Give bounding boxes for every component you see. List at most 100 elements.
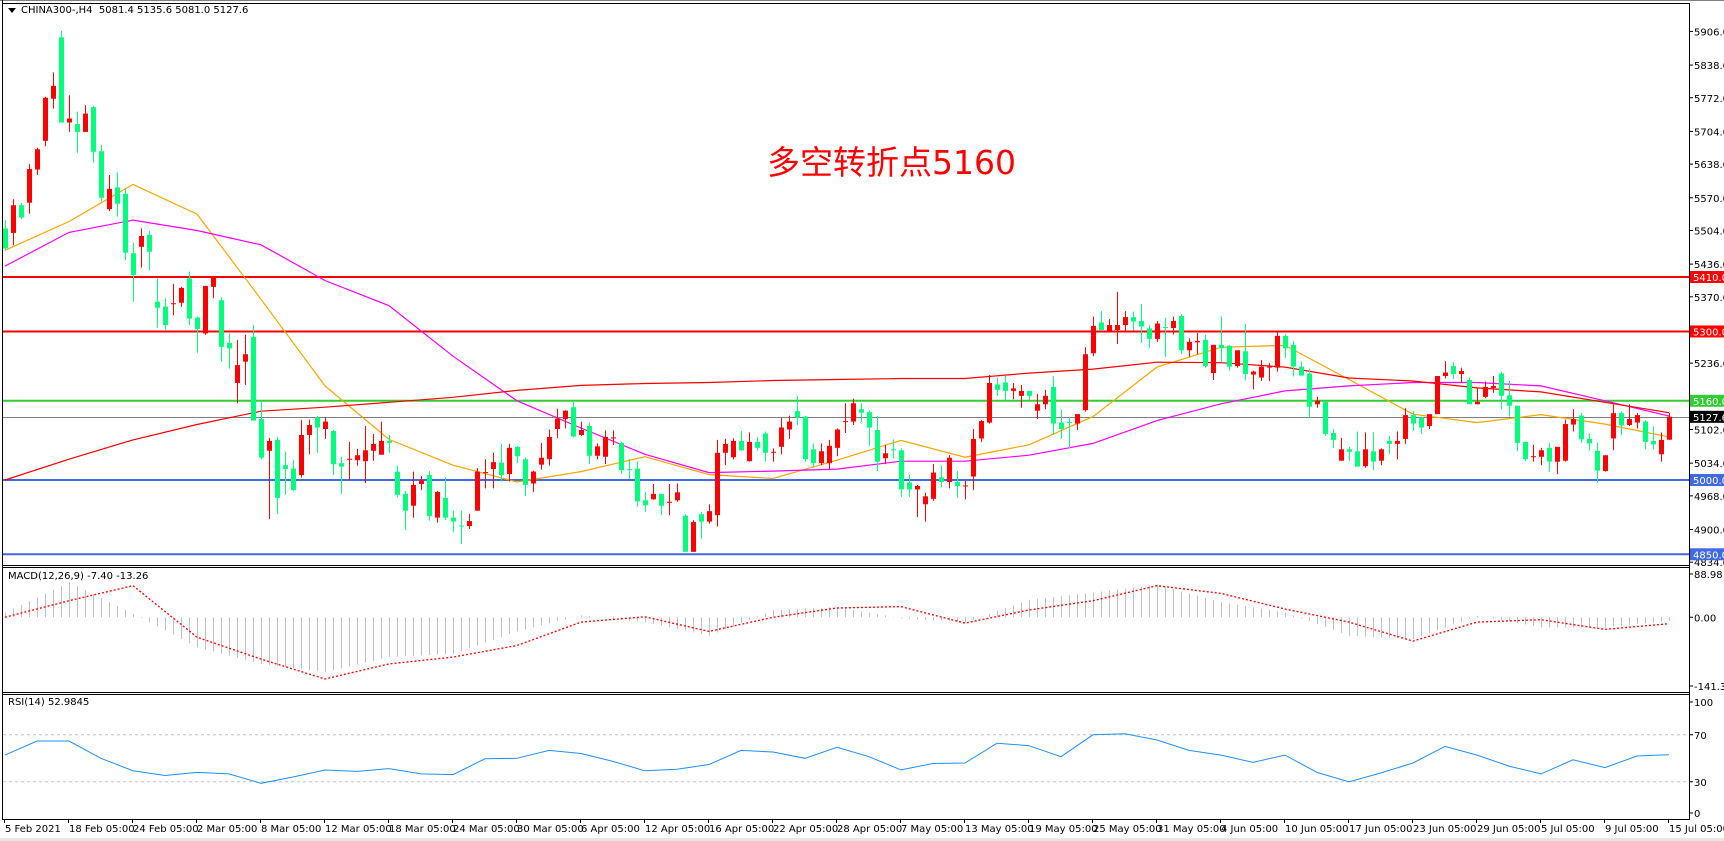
candle xyxy=(1499,371,1504,410)
candle xyxy=(691,520,696,552)
candle-body xyxy=(1227,345,1232,367)
candle-body xyxy=(259,419,264,458)
candle xyxy=(1395,431,1400,460)
candle xyxy=(131,242,136,302)
candle xyxy=(1219,316,1224,362)
candle xyxy=(1539,447,1544,466)
candle xyxy=(11,199,16,246)
candle xyxy=(1659,432,1664,462)
candle-body xyxy=(35,149,40,170)
candle-body xyxy=(491,462,496,470)
candle-body xyxy=(915,485,920,490)
candle xyxy=(955,471,960,498)
time-tick-label: 24 Mar 05:00 xyxy=(453,824,520,835)
candle-body xyxy=(619,442,624,471)
candle xyxy=(219,297,224,362)
candle-body xyxy=(139,235,144,247)
candle xyxy=(683,514,688,552)
candle xyxy=(227,333,232,369)
candle xyxy=(1187,338,1192,357)
candle-body xyxy=(507,447,512,475)
dropdown-triangle-icon[interactable] xyxy=(8,7,16,13)
candle xyxy=(1307,368,1312,418)
candle xyxy=(531,470,536,492)
candle-body xyxy=(763,433,768,453)
time-tick-label: 7 May 05:00 xyxy=(901,824,963,835)
candle-body xyxy=(1147,328,1152,339)
main-price-panel[interactable] xyxy=(2,3,1690,566)
candle xyxy=(99,144,104,202)
candle-body xyxy=(1267,366,1272,368)
candle xyxy=(1467,377,1472,405)
candle-body xyxy=(539,457,544,465)
candle xyxy=(787,415,792,439)
candle xyxy=(1627,404,1632,427)
candle-body xyxy=(171,303,176,305)
candle xyxy=(1379,448,1384,466)
level-price-tag-text: 5300.0 xyxy=(1693,327,1724,338)
candle xyxy=(571,401,576,438)
candle-body xyxy=(131,253,136,276)
candle xyxy=(1043,389,1048,410)
candle-body xyxy=(475,471,480,511)
candle-body xyxy=(443,497,448,518)
candle xyxy=(739,430,744,451)
price-tick-label: 5436.0 xyxy=(1694,260,1724,271)
candle xyxy=(1259,360,1264,381)
candle xyxy=(1403,408,1408,444)
candle-body xyxy=(1547,447,1552,462)
macd-tick-label: 0.00 xyxy=(1694,613,1716,624)
candle-body xyxy=(1323,401,1328,434)
candle-body xyxy=(1307,373,1312,407)
candle xyxy=(331,429,336,476)
candle-body xyxy=(187,278,192,319)
candle-body xyxy=(1355,451,1360,467)
price-tick-label: 4968.0 xyxy=(1694,492,1724,503)
level-price-tag-text: 5160.0 xyxy=(1693,397,1724,408)
candle-body xyxy=(1283,335,1288,349)
candle-body xyxy=(1555,446,1560,462)
candle xyxy=(923,492,928,522)
candle xyxy=(307,419,312,455)
candle-body xyxy=(611,437,616,439)
candle-body xyxy=(635,468,640,502)
candle-body xyxy=(275,439,280,498)
moving-average-line-3 xyxy=(4,361,1670,481)
candle-body xyxy=(211,276,216,287)
candle-body xyxy=(955,481,960,486)
candle-body xyxy=(1203,339,1208,367)
candle-body xyxy=(1259,366,1264,378)
candle xyxy=(155,278,160,328)
candle xyxy=(939,465,944,488)
candle xyxy=(27,164,32,214)
current-price-tag-bg xyxy=(1690,410,1724,423)
candle xyxy=(1579,413,1584,443)
candle-body xyxy=(1083,354,1088,411)
candle xyxy=(1227,344,1232,371)
rsi-line xyxy=(4,733,1670,784)
candle-body xyxy=(1411,415,1416,424)
candle-body xyxy=(843,421,848,423)
candle-body xyxy=(923,496,928,505)
candle xyxy=(435,490,440,523)
candle xyxy=(1291,340,1296,377)
candle-body xyxy=(123,193,128,253)
candle xyxy=(1555,446,1560,475)
candle-body xyxy=(659,493,664,506)
time-tick-label: 24 Feb 05:00 xyxy=(133,824,199,835)
candle xyxy=(595,443,600,460)
candle xyxy=(1419,416,1424,434)
candle xyxy=(1059,409,1064,439)
candle xyxy=(803,416,808,462)
candle-body xyxy=(411,484,416,506)
candle-body xyxy=(595,446,600,456)
level-price-tag-text: 5410.0 xyxy=(1693,273,1724,284)
candle-body xyxy=(1347,449,1352,452)
candle xyxy=(35,147,40,175)
candle xyxy=(1427,414,1432,430)
candle-body xyxy=(1571,419,1576,425)
level-price-tag-bg xyxy=(1690,548,1724,561)
candle xyxy=(811,443,816,468)
candle xyxy=(1611,404,1616,451)
